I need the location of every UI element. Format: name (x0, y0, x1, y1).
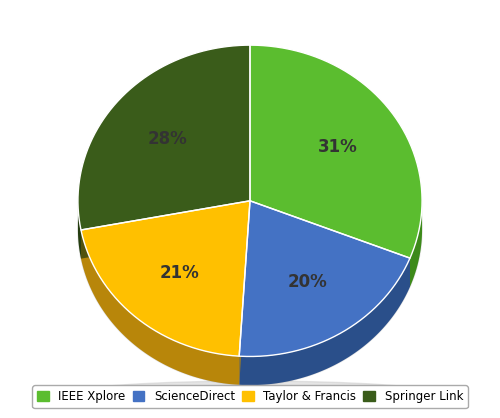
Legend: IEEE Xplore, ScienceDirect, Taylor & Francis, Springer Link: IEEE Xplore, ScienceDirect, Taylor & Fra… (32, 385, 468, 408)
Text: 21%: 21% (160, 264, 200, 282)
Polygon shape (81, 230, 239, 385)
Polygon shape (250, 45, 422, 258)
Polygon shape (250, 201, 410, 287)
Polygon shape (81, 201, 250, 356)
Polygon shape (81, 201, 250, 259)
Polygon shape (410, 201, 422, 287)
Ellipse shape (74, 381, 435, 405)
Polygon shape (81, 201, 250, 259)
Polygon shape (78, 201, 81, 259)
Ellipse shape (78, 74, 422, 385)
Text: 28%: 28% (148, 130, 188, 148)
Polygon shape (78, 45, 250, 230)
Polygon shape (239, 201, 250, 385)
Text: 20%: 20% (288, 273, 327, 291)
Polygon shape (239, 201, 410, 357)
Polygon shape (239, 201, 250, 385)
Text: 31%: 31% (318, 138, 358, 155)
Polygon shape (239, 258, 410, 385)
Polygon shape (250, 201, 410, 287)
